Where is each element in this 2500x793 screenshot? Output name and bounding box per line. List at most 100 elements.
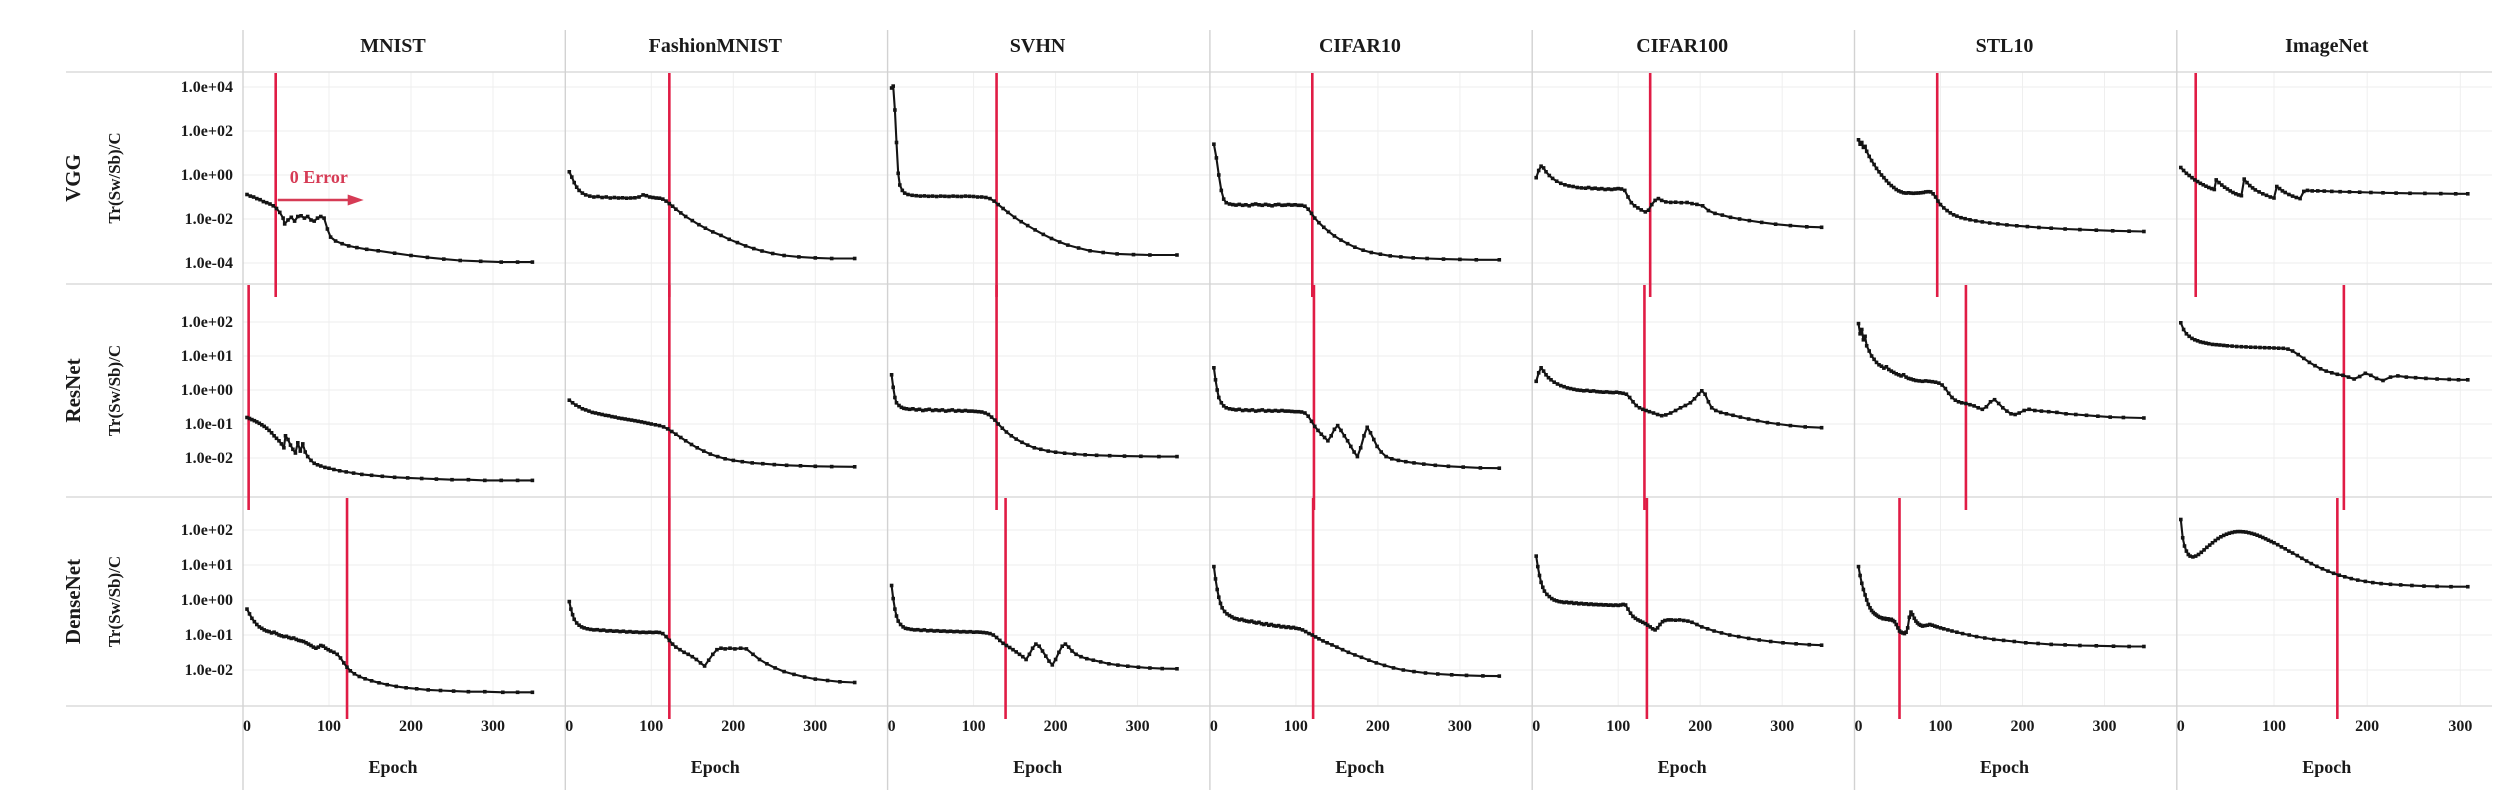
data-marker <box>1585 388 1589 393</box>
data-marker <box>950 408 955 412</box>
data-marker <box>2121 415 2126 420</box>
data-marker <box>930 194 935 198</box>
data-marker <box>903 626 908 631</box>
data-marker <box>1879 364 1884 368</box>
data-marker <box>2287 549 2291 553</box>
data-marker <box>1928 622 1932 627</box>
data-marker <box>1544 170 1548 174</box>
data-marker <box>829 464 834 469</box>
data-marker <box>992 199 996 203</box>
data-marker <box>271 204 275 208</box>
data-marker <box>306 642 311 646</box>
data-marker <box>1963 216 1967 221</box>
data-marker <box>248 194 253 198</box>
data-marker <box>1736 634 1741 639</box>
data-marker <box>1917 379 1921 383</box>
data-marker <box>2258 345 2262 350</box>
data-marker <box>1901 373 1906 377</box>
data-marker <box>1611 603 1616 608</box>
data-marker <box>2182 544 2187 548</box>
data-marker <box>1877 170 1881 174</box>
data-marker <box>277 633 281 637</box>
data-marker <box>1613 187 1617 191</box>
data-marker <box>1709 406 1714 410</box>
data-marker <box>245 192 249 197</box>
panel-vgg-imagenet <box>2179 73 2470 297</box>
data-marker <box>1433 463 1438 468</box>
data-marker <box>1274 624 1278 628</box>
data-marker <box>1299 410 1304 414</box>
data-marker <box>757 657 762 662</box>
data-marker <box>1872 357 1876 362</box>
data-marker <box>258 197 262 202</box>
data-marker <box>309 643 313 648</box>
data-marker <box>2357 190 2362 194</box>
data-marker <box>1330 643 1334 647</box>
data-marker <box>1946 391 1951 396</box>
data-marker <box>1807 642 1812 647</box>
data-marker <box>1053 450 1058 454</box>
data-marker <box>1987 221 1992 225</box>
data-marker <box>1611 390 1616 395</box>
data-marker <box>1863 334 1867 339</box>
data-marker <box>274 631 279 636</box>
data-marker <box>1044 654 1048 658</box>
x-tick-label: 100 <box>1606 718 1630 735</box>
data-marker <box>2184 332 2189 336</box>
data-marker <box>1076 246 1081 250</box>
data-marker <box>1267 623 1271 627</box>
data-marker <box>1668 411 1673 415</box>
data-marker <box>2453 192 2458 196</box>
data-marker <box>572 180 576 185</box>
data-marker <box>1583 186 1588 190</box>
data-marker <box>984 631 989 635</box>
data-marker <box>1637 406 1642 410</box>
y-tick-label: 1.0e+00 <box>181 592 233 609</box>
data-marker <box>515 690 520 695</box>
data-marker <box>1595 389 1599 394</box>
data-marker <box>957 408 961 413</box>
data-marker <box>921 408 925 413</box>
data-marker <box>697 222 701 227</box>
data-marker <box>1705 627 1710 631</box>
y-tick-label: 1.0e+00 <box>181 382 233 399</box>
data-marker <box>1613 603 1618 607</box>
data-marker <box>2233 530 2237 534</box>
data-marker <box>2179 165 2183 170</box>
data-marker <box>294 637 298 642</box>
data-marker <box>1773 222 1778 226</box>
data-marker <box>1757 638 1761 642</box>
data-marker <box>1306 414 1310 418</box>
data-marker <box>1219 188 1224 193</box>
column-title-fashionmnist: FashionMNIST <box>649 35 783 57</box>
data-marker <box>674 645 678 649</box>
data-marker <box>1280 408 1284 413</box>
data-marker <box>2295 553 2300 558</box>
data-marker <box>674 432 678 436</box>
data-marker <box>2242 177 2246 181</box>
data-marker <box>943 409 948 413</box>
data-marker <box>761 461 765 466</box>
data-marker <box>1650 627 1655 631</box>
data-marker <box>1062 451 1067 455</box>
data-marker <box>580 407 585 411</box>
data-marker <box>1860 327 1864 332</box>
data-marker <box>1237 407 1242 412</box>
data-marker <box>2096 414 2100 418</box>
data-marker <box>1231 202 1235 207</box>
data-marker <box>2466 378 2470 382</box>
data-marker <box>2074 412 2078 417</box>
y-tick-label: 1.0e+01 <box>181 348 233 365</box>
data-marker <box>570 175 574 179</box>
data-marker <box>567 398 572 402</box>
data-marker <box>296 441 300 445</box>
data-marker <box>1175 667 1179 671</box>
y-tick-label: 1.0e+02 <box>181 314 233 331</box>
data-marker <box>1541 166 1546 170</box>
data-marker <box>1869 608 1874 613</box>
data-marker <box>247 416 252 421</box>
data-marker <box>894 614 899 618</box>
data-marker <box>323 646 328 650</box>
data-marker <box>1685 200 1689 205</box>
